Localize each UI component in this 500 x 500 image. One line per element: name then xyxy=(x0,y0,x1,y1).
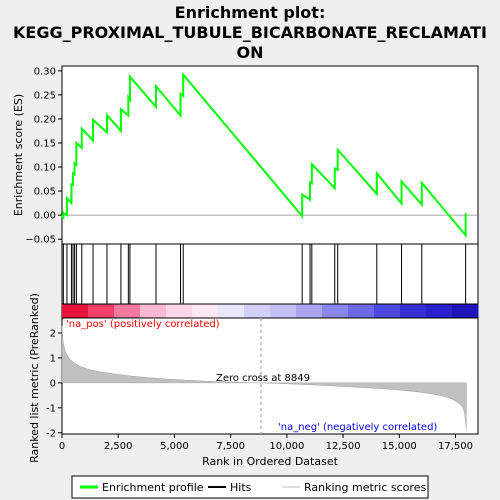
color-bar-segment xyxy=(88,304,115,318)
color-bar-segment xyxy=(166,304,193,318)
color-bar-segment xyxy=(348,304,375,318)
color-bar-segment xyxy=(322,304,349,318)
color-bar-segment xyxy=(374,304,401,318)
x-tick-label: 12,500 xyxy=(326,441,361,452)
rank-y-axis-label: Ranked list metric (PreRanked) xyxy=(28,293,41,463)
rank-y-tick-label: -2 xyxy=(46,428,56,439)
legend-label: Enrichment profile xyxy=(102,481,204,494)
es-y-tick-label: 0.25 xyxy=(34,90,56,101)
x-tick-label: 10,000 xyxy=(269,441,304,452)
legend-label: Ranking metric scores xyxy=(304,481,426,494)
x-axis-ticks: 0 2,500 5,000 7,500 10,000 12,500 15,000 17,500 xyxy=(59,434,473,452)
color-bar-segment xyxy=(192,304,219,318)
x-tick-label: 15,000 xyxy=(382,441,417,452)
color-bar-segment xyxy=(114,304,141,318)
zero-cross-label: Zero cross at 8849 xyxy=(216,373,310,384)
legend: Enrichment profile Hits Ranking metric sco… xyxy=(80,481,426,494)
rank-y-tick-label: 1 xyxy=(50,353,56,364)
chart-title-line1: Enrichment plot: xyxy=(175,3,326,22)
x-tick-label: 7,500 xyxy=(216,441,245,452)
color-bar-segment xyxy=(426,304,453,318)
rank-y-tick-label: -1 xyxy=(46,403,56,414)
es-y-tick-label: 0.30 xyxy=(34,66,56,77)
es-y-tick-label: 0.05 xyxy=(34,187,56,198)
color-bar-segment xyxy=(244,304,271,318)
ranking-color-bar xyxy=(62,304,479,318)
rank-y-tick-label: 0 xyxy=(50,378,56,389)
color-bar-segment xyxy=(452,304,479,318)
es-y-tick-label: 0.10 xyxy=(34,163,56,174)
chart-title-line2: KEGG_PROXIMAL_TUBULE_BICARBONATE_RECLAMA… xyxy=(13,23,487,42)
enrichment-profile-line xyxy=(61,71,467,239)
color-bar-segment xyxy=(270,304,297,318)
gene-hits xyxy=(62,244,467,304)
chart-title-line3: ON xyxy=(237,43,264,62)
neg-correlated-label: 'na_neg' (negatively correlated) xyxy=(278,422,437,433)
es-y-axis-label: Enrichment score (ES) xyxy=(12,94,25,216)
color-bar-segment xyxy=(296,304,323,318)
es-y-tick-label: 0.00 xyxy=(34,211,56,222)
rank-y-tick-label: 2 xyxy=(50,328,56,339)
color-bar-segment xyxy=(140,304,167,318)
es-y-tick-label: −0.05 xyxy=(25,235,56,246)
x-axis-label: Rank in Ordered Dataset xyxy=(202,455,339,468)
es-panel-frame xyxy=(61,65,479,245)
color-bar-segment xyxy=(400,304,427,318)
hits-panel-frame xyxy=(61,243,479,305)
legend-box xyxy=(71,475,429,499)
x-tick-label: 17,500 xyxy=(438,441,473,452)
es-y-tick-label: 0.15 xyxy=(34,138,56,149)
color-bar-segment xyxy=(62,304,89,318)
x-tick-label: 5,000 xyxy=(160,441,189,452)
ranking-metric-area xyxy=(61,325,467,430)
x-tick-label: 2,500 xyxy=(104,441,133,452)
color-bar-segment xyxy=(218,304,245,318)
pos-correlated-label: 'na_pos' (positively correlated) xyxy=(66,319,220,330)
es-y-ticks: −0.05 0.00 0.05 0.10 0.15 0.20 0.25 0.30 xyxy=(25,66,62,246)
rank-y-ticks: -2 -1 0 1 2 xyxy=(46,328,62,439)
legend-label: Hits xyxy=(230,481,252,494)
es-y-tick-label: 0.20 xyxy=(34,114,56,125)
x-tick-label: 0 xyxy=(59,441,65,452)
